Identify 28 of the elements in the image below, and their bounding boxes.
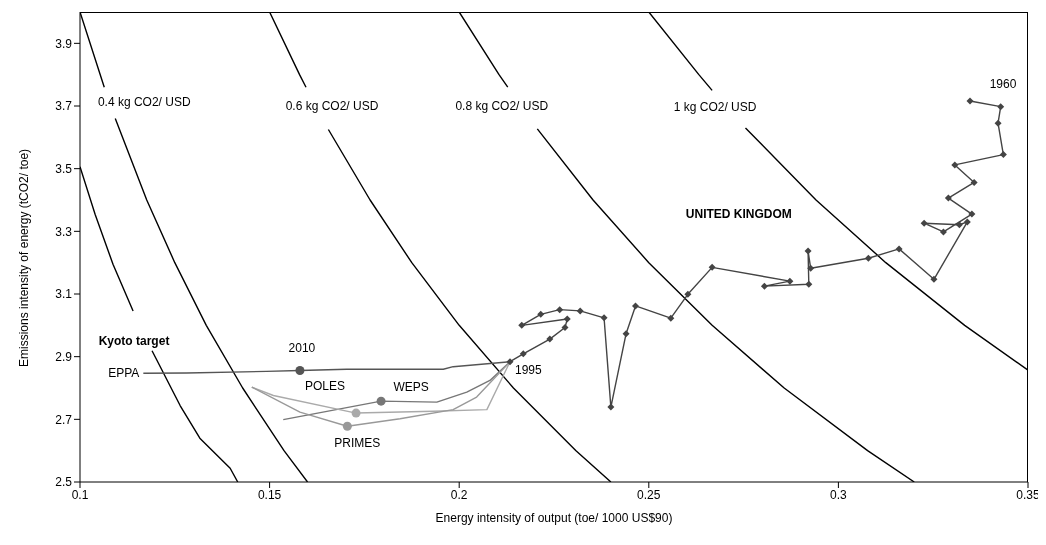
annotation: PRIMES [334, 436, 381, 451]
annotation: 1960 [989, 76, 1017, 91]
x-axis-title: Energy intensity of output (toe/ 1000 US$90) [435, 511, 673, 525]
y-tick-label: 2.9 [55, 349, 73, 364]
annotation: WEPS [393, 380, 429, 395]
x-tick-label: 0.3 [830, 487, 848, 502]
annotation: POLES [304, 379, 345, 394]
annotation: EPPA [108, 366, 140, 381]
x-tick-label: 0.1 [71, 487, 89, 502]
annotation: 1995 [515, 362, 543, 377]
y-tick-label: 3.3 [55, 224, 73, 239]
annotation: 1 kg CO2/ USD [673, 100, 757, 115]
annotation: Kyoto target [98, 333, 170, 348]
annotation: UNITED KINGDOM [685, 207, 792, 222]
y-tick-label: 3.9 [55, 36, 73, 51]
annotation: 0.4 kg CO2/ USD [97, 95, 191, 110]
y-tick-label: 2.7 [55, 412, 73, 427]
annotation: 0.6 kg CO2/ USD [285, 99, 379, 114]
y-tick-label: 2.5 [55, 475, 73, 490]
annotation: 0.8 kg CO2/ USD [455, 99, 549, 114]
x-tick-label: 0.25 [637, 487, 661, 502]
x-tick-label: 0.15 [257, 487, 282, 502]
y-axis-title: Emissions intensity of energy (tCO2/ toe) [17, 148, 32, 367]
y-tick-label: 3.5 [55, 161, 73, 176]
y-tick-label: 3.7 [55, 99, 73, 114]
y-tick-label: 3.1 [55, 287, 73, 302]
annotation: 2010 [288, 341, 316, 356]
x-tick-label: 0.2 [450, 487, 468, 502]
